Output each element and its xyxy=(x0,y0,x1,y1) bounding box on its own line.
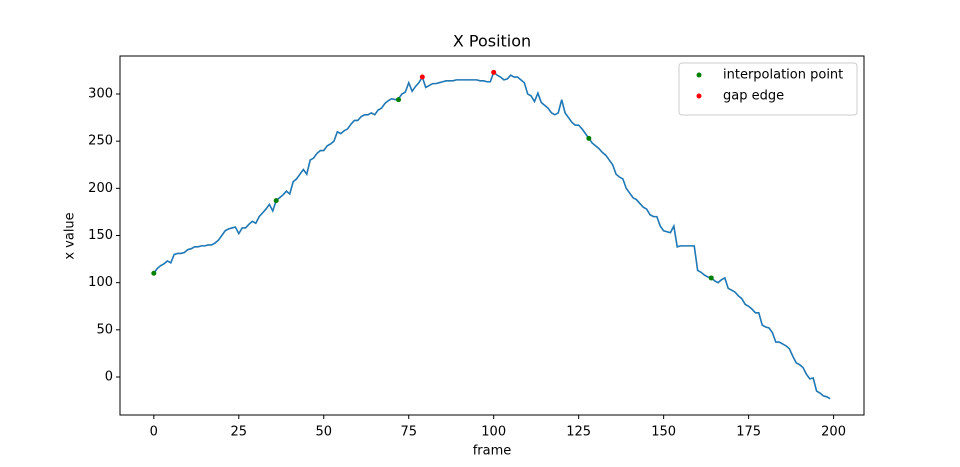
x-tick-label: 0 xyxy=(150,425,158,440)
y-tick-label: 250 xyxy=(88,134,113,149)
x-axis-label: frame xyxy=(473,444,512,459)
x-tick-label: 150 xyxy=(651,425,676,440)
scatter-point xyxy=(491,69,497,75)
scatter-point xyxy=(586,135,592,141)
x-tick-label: 100 xyxy=(481,425,506,440)
x-tick-label: 50 xyxy=(315,425,332,440)
scatter-point xyxy=(396,97,402,103)
scatter-point xyxy=(151,270,157,276)
x-tick-label: 25 xyxy=(231,425,248,440)
legend-label: gap edge xyxy=(723,89,784,104)
y-tick-label: 50 xyxy=(96,322,113,337)
plot-frame xyxy=(119,55,865,416)
x-tick-label: 75 xyxy=(400,425,417,440)
legend-marker xyxy=(696,93,702,99)
legend-marker xyxy=(696,72,702,78)
legend-label: interpolation point xyxy=(723,68,843,83)
y-tick-label: 150 xyxy=(88,228,113,243)
y-tick-label: 100 xyxy=(88,275,113,290)
y-tick-label: 0 xyxy=(105,369,113,384)
scatter-point xyxy=(708,275,714,281)
scatter-point xyxy=(419,74,425,80)
x-tick-label: 200 xyxy=(821,425,846,440)
y-tick-label: 200 xyxy=(88,181,113,196)
legend-box xyxy=(678,62,858,116)
scatter-point xyxy=(273,198,279,204)
y-axis-label: x value xyxy=(63,212,78,259)
x-tick-label: 175 xyxy=(736,425,761,440)
x-tick-label: 125 xyxy=(566,425,591,440)
line xyxy=(153,70,831,400)
y-tick-label: 300 xyxy=(88,87,113,102)
chart-title: X Position xyxy=(453,32,531,51)
